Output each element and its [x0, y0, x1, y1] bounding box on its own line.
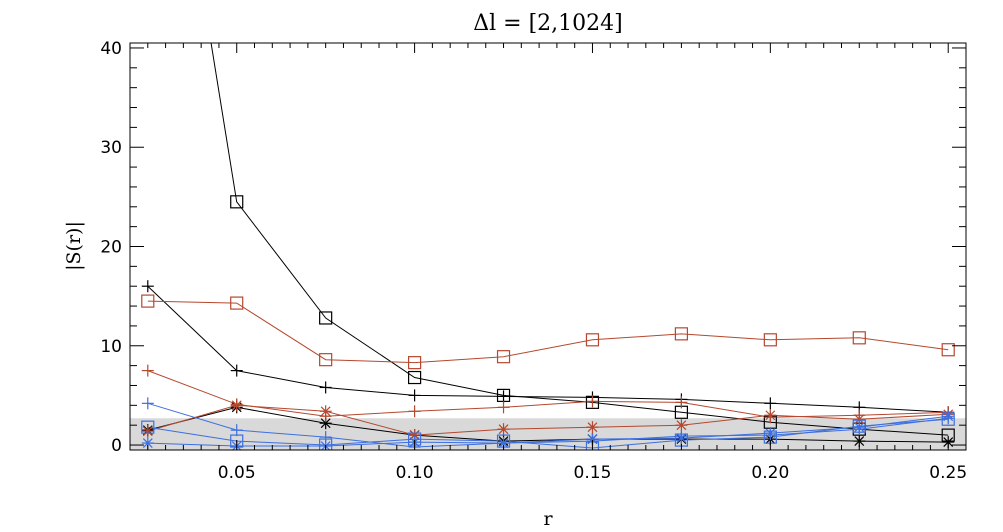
y-tick-label: 10	[100, 337, 122, 357]
data-point-plus	[319, 381, 332, 394]
data-point-plus	[764, 397, 777, 410]
data-point-asterisk	[942, 410, 955, 423]
data-point-square	[496, 350, 511, 364]
shaded-band	[130, 418, 966, 450]
data-point-square	[407, 356, 422, 370]
data-point-asterisk	[675, 432, 688, 445]
chart-title: Δl = [2,1024]	[473, 11, 623, 36]
series-line-8	[147, 402, 949, 448]
tick-layer: 0.05 0.10 0.15 0.20 0.25 0 10 20 30 40	[100, 39, 967, 483]
y-axis-label: |S(r)|	[63, 221, 85, 271]
shaded-band-layer	[130, 418, 966, 450]
data-point-plus	[230, 424, 243, 437]
data-point-square	[319, 311, 333, 325]
x-tick-label: 0.10	[396, 463, 434, 483]
data-point-asterisk	[853, 413, 866, 426]
data-point-plus	[497, 401, 510, 414]
y-tick-label: 20	[100, 238, 122, 258]
data-point-asterisk	[586, 421, 599, 434]
data-point-plus	[141, 364, 154, 377]
data-point-asterisk	[675, 419, 688, 432]
series-line-2	[147, 285, 949, 413]
data-point-asterisk	[141, 425, 154, 438]
x-axis-label: r	[543, 508, 553, 530]
series-line-5	[147, 370, 949, 418]
data-point-square	[230, 195, 244, 209]
marker-layer	[141, 195, 955, 450]
data-point-asterisk	[319, 417, 332, 430]
data-point-asterisk	[497, 423, 510, 436]
data-point-square	[319, 353, 333, 367]
series-line-3	[147, 406, 949, 443]
data-point-asterisk	[764, 409, 777, 422]
data-point-square	[941, 343, 955, 357]
data-point-square	[763, 333, 777, 347]
data-point-plus	[497, 390, 510, 403]
series-line-6	[147, 404, 949, 436]
data-point-square	[852, 331, 866, 345]
data-point-square	[674, 327, 689, 341]
data-point-square	[407, 370, 422, 385]
data-point-plus	[586, 395, 599, 408]
series-line-4	[147, 300, 949, 364]
data-point-square	[230, 296, 244, 310]
data-point-plus	[141, 280, 154, 293]
data-point-asterisk	[319, 405, 332, 418]
data-point-asterisk	[497, 437, 510, 450]
series-line-1	[210, 43, 949, 436]
data-point-square	[141, 420, 155, 434]
x-tick-label: 0.25	[929, 463, 967, 483]
data-point-asterisk	[230, 399, 243, 412]
x-tick-label: 0.15	[574, 463, 612, 483]
data-point-square	[141, 294, 155, 308]
data-point-plus	[675, 396, 688, 409]
data-point-asterisk	[586, 433, 599, 446]
data-point-asterisk	[764, 427, 777, 440]
data-point-asterisk	[853, 421, 866, 434]
y-tick-label: 30	[100, 138, 122, 158]
data-point-square	[585, 333, 600, 347]
x-tick-label: 0.05	[218, 463, 256, 483]
data-point-plus	[230, 364, 243, 377]
plot-frame	[129, 42, 967, 451]
data-point-plus	[408, 389, 421, 402]
y-tick-label: 0	[111, 436, 122, 456]
y-tick-label: 40	[100, 39, 122, 59]
x-tick-label: 0.20	[751, 463, 789, 483]
series-line-9	[147, 415, 949, 447]
series-layer	[147, 43, 949, 449]
data-point-asterisk	[853, 435, 866, 448]
data-point-plus	[141, 397, 154, 410]
data-point-plus	[408, 405, 421, 418]
